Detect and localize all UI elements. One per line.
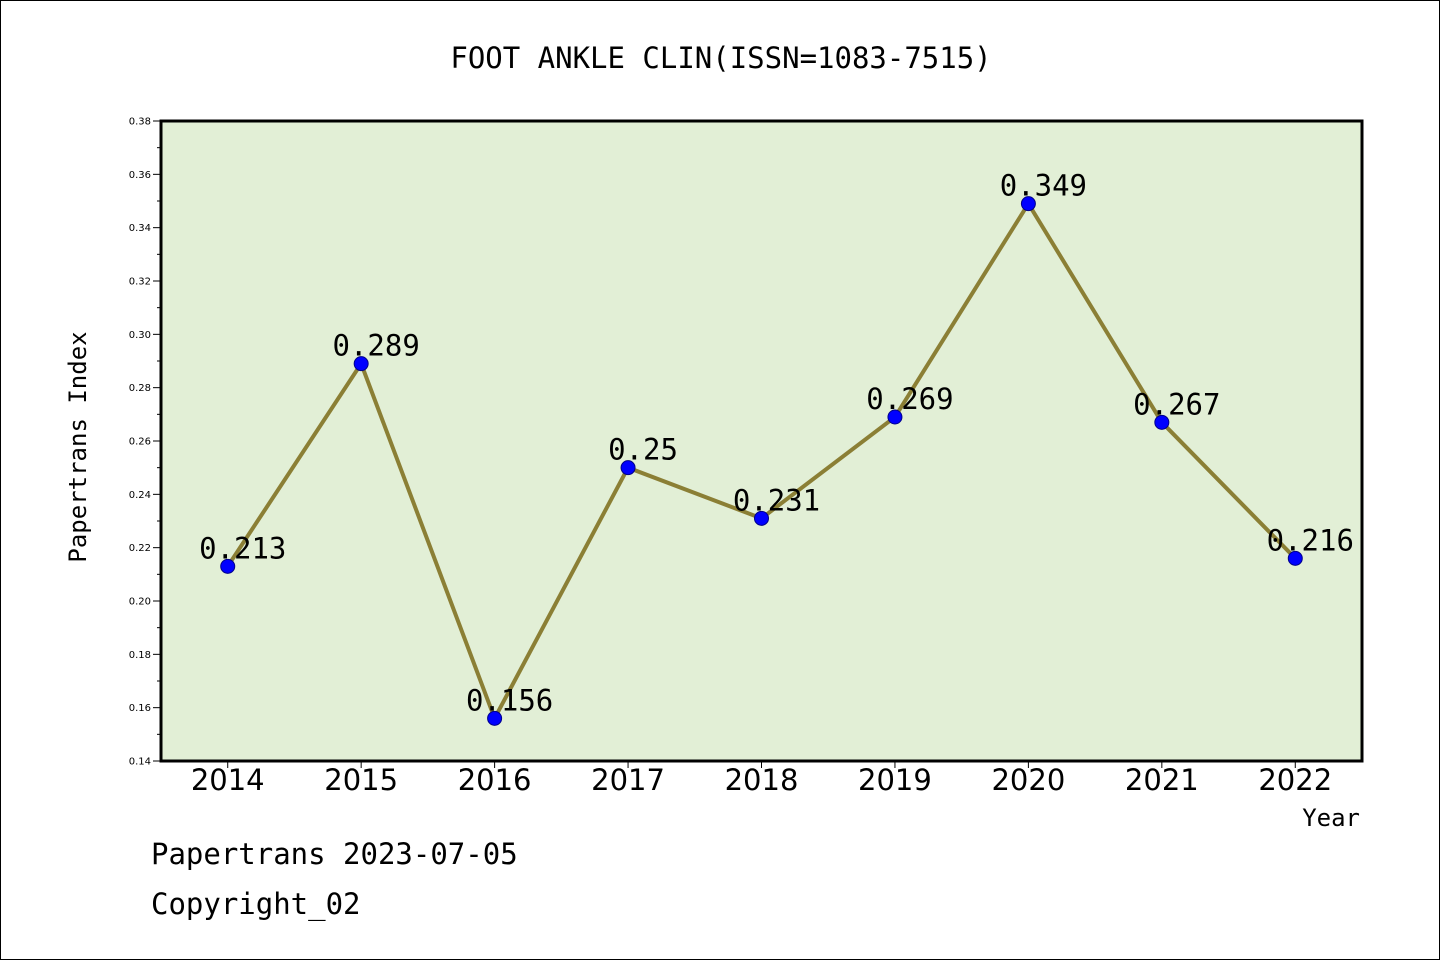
footer-copyright: Copyright_02 <box>151 887 361 921</box>
y-tick-label: 0.28 <box>129 383 151 394</box>
x-tick-label: 2018 <box>725 763 799 797</box>
data-labels: 0.213 0.289 0.156 0.25 0.231 0.269 0.349 0.267 0… <box>199 169 1354 718</box>
y-tick-label: 0.30 <box>129 330 151 341</box>
data-label-2019: 0.269 <box>866 382 953 416</box>
data-markers <box>220 196 1303 726</box>
data-point-2015 <box>353 356 369 372</box>
data-point-2017 <box>620 460 636 476</box>
data-point-2016 <box>487 710 503 726</box>
y-tick-label: 0.32 <box>129 277 151 288</box>
x-axis-label: Year <box>1302 804 1360 832</box>
data-label-2015: 0.289 <box>333 329 420 363</box>
x-tick-label: 2019 <box>858 763 932 797</box>
data-point-2018 <box>754 510 769 526</box>
data-point-2022 <box>1287 550 1303 566</box>
y-tick-label: 0.24 <box>129 490 151 501</box>
x-tick-label: 2021 <box>1125 763 1199 797</box>
y-axis: 0.14 0.16 0.18 0.20 0.22 0.24 0.26 0.28 0.30 0.32… <box>129 117 161 768</box>
x-axis: 2014 2015 2016 2017 2018 2019 2020 2021 2022 <box>191 761 1332 797</box>
data-label-2021: 0.267 <box>1133 387 1220 421</box>
y-tick-label: 0.38 <box>129 117 151 128</box>
x-tick-label: 2020 <box>991 763 1065 797</box>
x-tick-label: 2015 <box>324 763 398 797</box>
y-tick-label: 0.34 <box>129 223 151 234</box>
y-tick-label: 0.16 <box>129 703 151 714</box>
x-tick-label: 2014 <box>191 763 265 797</box>
y-axis-label: Papertrans Index <box>64 331 92 562</box>
data-point-2019 <box>887 409 903 425</box>
data-label-2017: 0.25 <box>608 433 678 467</box>
y-tick-label: 0.22 <box>129 543 151 554</box>
data-label-2022: 0.216 <box>1267 523 1354 557</box>
x-tick-label: 2016 <box>458 763 532 797</box>
y-tick-label: 0.36 <box>129 170 151 181</box>
data-label-2014: 0.213 <box>199 531 286 565</box>
footer-date: Papertrans 2023-07-05 <box>151 837 518 871</box>
x-tick-label: 2022 <box>1258 763 1332 797</box>
y-tick-label: 0.18 <box>129 650 151 661</box>
plot-area <box>159 119 1364 763</box>
data-label-2020: 0.349 <box>1000 169 1087 203</box>
x-tick-label: 2017 <box>591 763 665 797</box>
data-label-2016: 0.156 <box>466 683 553 717</box>
data-point-2014 <box>220 558 236 574</box>
chart-title: FOOT ANKLE CLIN(ISSN=1083-7515) <box>450 41 991 75</box>
data-label-2018: 0.231 <box>733 483 820 517</box>
data-point-2021 <box>1154 414 1170 430</box>
y-tick-label: 0.14 <box>129 757 151 768</box>
y-tick-label: 0.26 <box>129 437 151 448</box>
data-point-2020 <box>1020 196 1036 212</box>
y-tick-label: 0.20 <box>129 597 151 608</box>
